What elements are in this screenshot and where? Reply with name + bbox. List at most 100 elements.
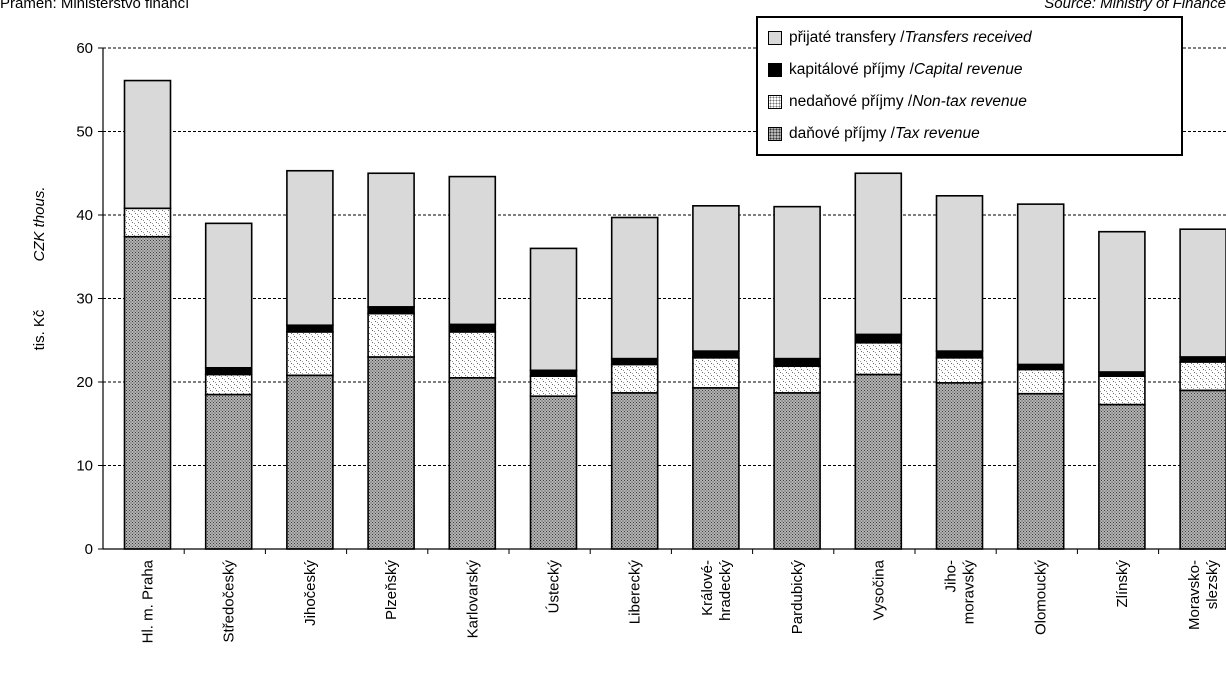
legend-item-capital: kapitálové příjmy / Capital revenue [768,58,1023,82]
y-tick-label: 0 [85,541,93,558]
x-category-label: Jihočeský [302,560,319,626]
bar-segment [1098,403,1146,550]
bar-segment [123,235,172,550]
source-note-cs: Pramen: Ministerstvo financí [0,0,190,12]
legend-item-nontax: nedaňové příjmy / Non-tax revenue [768,90,1027,114]
bar-segment [448,377,497,550]
x-category-label: Karlovarský [464,560,481,639]
bar-segment [367,306,415,315]
legend-label-cs: daňové příjmy / [789,125,895,142]
bar-segment [935,350,984,359]
legend-label-en: Transfers received [904,29,1032,46]
bar-segment [448,323,497,333]
bar-segment [529,395,578,550]
x-category-label: Ústecký [546,560,563,614]
legend-label-cs: nedaňové příjmy / [789,93,913,110]
bar-segment [1098,375,1146,406]
bar-segment [448,175,497,326]
bar-segment [529,247,578,372]
legend-label-en: Capital revenue [913,61,1023,78]
bar-segment [854,341,903,376]
bar-segment [854,373,903,550]
y-axis-title: tis. Kč CZK thous. [31,186,48,350]
bar-segment [692,356,740,389]
x-category-label: slezský [1204,560,1221,610]
bar-segment [1016,392,1065,550]
bar-segment [204,367,253,376]
bar-segment [692,387,740,550]
y-axis-title-cs: tis. Kč [31,309,48,350]
bar-segment [610,357,659,366]
x-category-label: hradecký [717,560,734,621]
x-category-label: Plzeňský [383,560,400,621]
legend-swatch-nontax [768,95,782,109]
bar-segment [854,172,903,336]
bar-segment [773,205,821,360]
legend-item-transfers: přijaté transfery / Transfers received [768,26,1032,50]
bar-segment [692,205,740,352]
x-category-label: Vysočina [870,559,887,620]
legend-swatch-tax [768,127,782,141]
bars [123,79,1226,550]
bar-segment [367,172,415,308]
bar-segment [448,331,497,379]
bar-segment [773,357,821,367]
bar-segment [123,207,172,238]
y-axis-title-en: CZK thous. [31,186,48,261]
bar-segment [286,169,334,327]
bar-segment [935,382,984,550]
bar-segment [286,374,334,550]
bar-segment [123,79,172,210]
x-category-label: Středočeský [221,560,238,643]
x-category-label: Liberecký [627,560,644,625]
legend: přijaté transfery / Transfers received k… [756,16,1183,156]
bar-segment [367,356,415,550]
y-tick-label: 10 [76,458,93,475]
bar-segment [692,350,740,359]
bar-segment [1179,389,1226,550]
legend-item-tax: daňové příjmy / Tax revenue [768,122,980,146]
bar-segment [204,373,253,396]
bar-segment [286,331,334,377]
y-tick-label: 20 [76,374,93,391]
bar-segment [286,324,334,333]
source-note-en: Source: Ministry of Finance [1044,0,1226,12]
x-category-label: moravský [961,560,978,625]
bar-segment [610,392,659,550]
bar-segment [529,375,578,397]
legend-label-cs: kapitálové příjmy / [789,61,914,78]
bar-segment [1016,368,1065,395]
y-tick-label: 60 [76,40,93,57]
y-tick-label: 50 [76,124,93,141]
y-tick-label: 30 [76,291,93,308]
legend-label-cs: přijaté transfery / [789,29,905,46]
bar-segment [1098,230,1146,373]
bar-segment [854,333,903,344]
bar-segment [935,356,984,384]
bar-segment [1179,228,1226,358]
legend-swatch-capital [768,63,782,77]
bar-segment [773,392,821,550]
bar-segment [935,194,984,352]
bar-segment [773,365,821,394]
bar-segment [1179,361,1226,392]
bar-segment [529,369,578,377]
x-category-label: Moravsko- [1186,560,1203,630]
legend-swatch-transfers [768,31,782,45]
x-category-label: Pardubický [789,560,806,635]
x-category-label: Králové- [699,560,716,616]
x-category-label: Olomoucký [1033,560,1050,636]
axes: 0 10 20 30 40 50 60 Hl. m. Praha Středočeský Jiho… [76,40,1226,643]
bar-segment [204,393,253,550]
x-category-label: Hl. m. Praha [140,559,157,643]
legend-label-en: Tax revenue [894,125,980,142]
x-category-label: Jiho- [943,560,960,593]
bar-segment [1016,203,1065,366]
bar-segment [610,216,659,360]
bar-segment [367,312,415,358]
y-tick-label: 40 [76,207,93,224]
legend-label-en: Non-tax revenue [912,93,1027,110]
x-category-label: Zlínský [1114,560,1131,608]
bar-segment [204,222,253,369]
